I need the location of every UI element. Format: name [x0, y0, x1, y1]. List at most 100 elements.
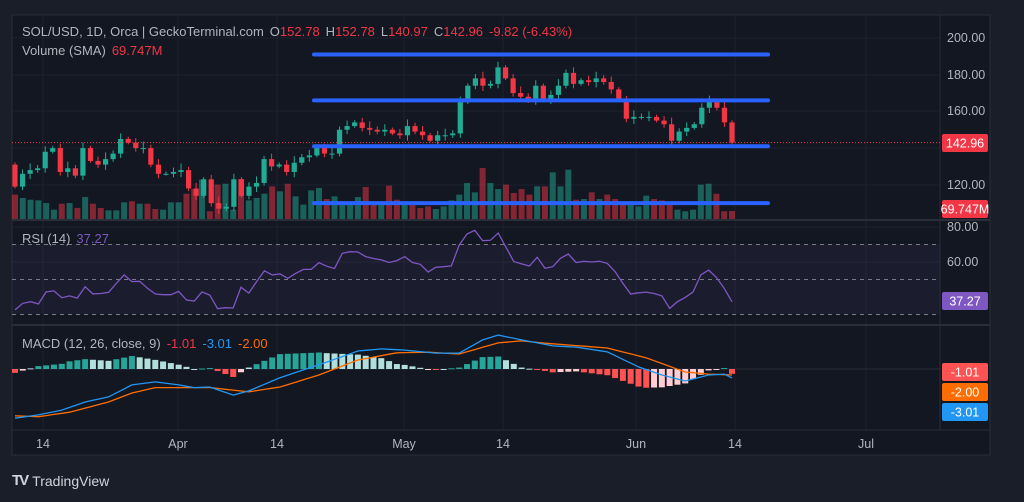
symbol-title[interactable]: SOL/USD, 1D, Orca | GeckoTerminal.com: [22, 24, 264, 39]
macd-histogram-bar: [596, 369, 603, 375]
macd-histogram-bar: [495, 356, 502, 369]
macd-histogram-bar: [627, 369, 634, 384]
volume-bar: [183, 193, 190, 219]
volume-bar: [378, 202, 385, 219]
candle-body: [57, 148, 63, 172]
macd-histogram-bar: [253, 364, 260, 369]
volume-bar: [565, 169, 572, 219]
macd-histogram-bar: [674, 369, 681, 385]
macd-histogram-bar: [58, 363, 65, 369]
tradingview-logo[interactable]: TV TradingView: [12, 472, 109, 489]
macd-histogram-bar: [549, 369, 556, 373]
candle-body: [570, 72, 577, 84]
macd-histogram-bar: [417, 367, 424, 369]
macd-histogram-bar: [245, 367, 252, 369]
macd-histogram-bar: [619, 369, 626, 381]
candle-body: [714, 102, 720, 108]
close-label: C: [434, 24, 443, 39]
volume-bar: [160, 209, 167, 219]
macd-hist-tag-text: -1.01: [951, 366, 980, 380]
horizontal-levels[interactable]: [312, 52, 770, 206]
candle-body: [87, 148, 94, 161]
candle-body: [231, 179, 237, 207]
macd-histogram-bar: [386, 361, 393, 369]
candle-body: [291, 162, 297, 172]
volume-bar: [269, 186, 276, 219]
volume-bar: [121, 202, 128, 219]
candle-body: [563, 72, 569, 86]
signal-line: [14, 340, 733, 418]
volume-bar: [58, 203, 65, 219]
macd-histogram-bar: [526, 368, 533, 370]
macd-histogram-bar: [409, 366, 416, 369]
volume-bar: [136, 203, 143, 219]
volume-bar: [370, 204, 377, 219]
candle-body: [684, 127, 690, 132]
macd-histogram-bar: [315, 352, 322, 369]
chart-frame: [11, 14, 991, 456]
rsi-line: [14, 229, 733, 311]
macd-histogram-bar: [105, 360, 112, 369]
volume-bar: [713, 193, 720, 219]
volume-bar: [643, 195, 650, 219]
volume-bar: [604, 194, 611, 219]
volume-bar: [580, 199, 587, 219]
candle-body: [178, 170, 184, 172]
volume-bar: [74, 207, 81, 219]
volume-bar: [432, 209, 439, 219]
volume-bar: [682, 211, 689, 219]
signal-tag-text: -2.00: [951, 386, 980, 400]
macd-histogram-bar: [643, 369, 650, 388]
volume-bar: [596, 199, 603, 219]
volume-bar: [448, 200, 455, 219]
volume-bar: [27, 199, 34, 219]
candle-body: [638, 116, 645, 118]
rsi-legend[interactable]: RSI (14) 37.27: [22, 231, 109, 246]
volume-bar: [409, 203, 416, 219]
macd-histogram-bar: [347, 354, 354, 369]
candle-body: [359, 122, 365, 128]
candle-body: [35, 168, 41, 171]
volume-bar: [199, 179, 206, 219]
volume-bar: [43, 203, 50, 219]
macd-histogram-bar: [479, 357, 486, 369]
candle-body: [306, 155, 312, 158]
macd-histogram-bar: [136, 357, 143, 369]
time-tick: 14: [36, 437, 50, 451]
macd-histogram-bar: [635, 369, 642, 387]
candle-body: [125, 138, 131, 143]
rsi-value: 37.27: [76, 231, 109, 246]
macd-histogram-bar: [66, 361, 73, 369]
low-label: L: [381, 24, 388, 39]
candle-body: [457, 102, 463, 134]
volume-bar: [152, 209, 159, 219]
candle-body: [623, 100, 629, 119]
volume-bar: [66, 203, 73, 219]
macd-histogram-bar: [167, 363, 174, 369]
volume-legend[interactable]: Volume (SMA) 69.747M: [22, 43, 162, 58]
volume-bar: [487, 183, 494, 219]
change-value: -9.82 (-6.43%): [489, 24, 572, 39]
macd-legend[interactable]: MACD (12, 26, close, 9) -1.01 -3.01 -2.00: [22, 336, 268, 351]
macd-histogram-bar: [471, 360, 478, 369]
candle-body: [246, 186, 252, 196]
volume-tag-text: 69.747M: [941, 203, 990, 217]
candle-body: [374, 129, 380, 132]
rsi-tick: 80.00: [947, 220, 978, 234]
macd-histogram-bar: [682, 369, 689, 384]
volume-bar: [238, 179, 245, 219]
candle-body: [480, 78, 486, 86]
candle-body: [276, 164, 282, 167]
candle-body: [352, 122, 358, 127]
candle-body: [110, 153, 116, 160]
macd-histogram-bar: [651, 369, 658, 388]
volume-bar: [471, 192, 478, 219]
macd-histogram-bar: [35, 366, 42, 369]
volume-bar: [35, 200, 42, 219]
macd-histogram-bar: [370, 356, 377, 369]
macd-histogram-bar: [518, 367, 525, 369]
macd-hist-value: -1.01: [167, 336, 197, 351]
candle-body: [50, 148, 56, 152]
volume-bar: [510, 193, 517, 219]
